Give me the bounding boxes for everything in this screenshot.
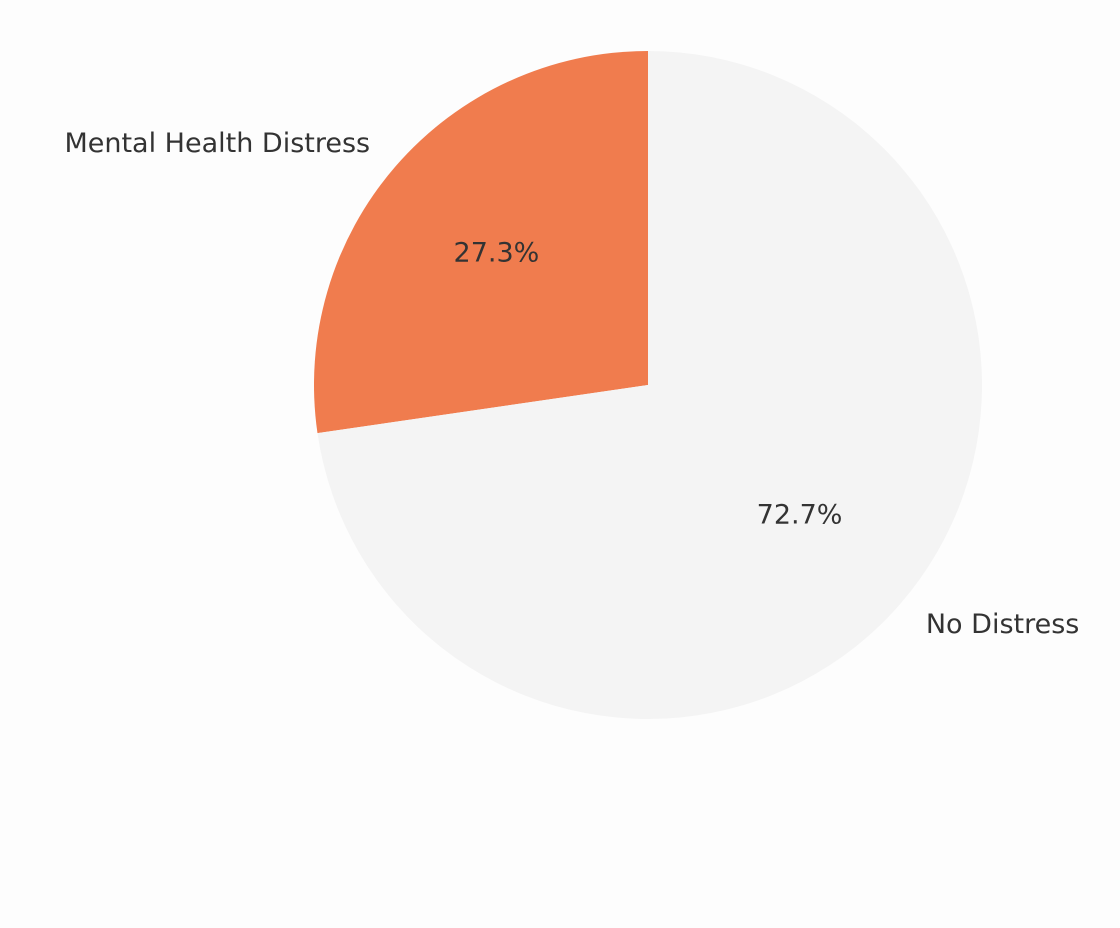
pie-slice-1	[317, 51, 982, 719]
slice-label-1: No Distress	[926, 609, 1080, 640]
slice-label-0: Mental Health Distress	[64, 128, 370, 159]
slice-percent-label-0: 27.3%	[454, 237, 540, 268]
pie-slice-0	[313, 51, 648, 434]
slice-percent-label-1: 72.7%	[757, 500, 843, 531]
